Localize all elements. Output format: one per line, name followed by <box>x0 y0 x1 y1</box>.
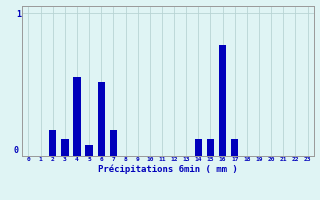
Bar <box>110 130 117 156</box>
Bar <box>85 145 93 156</box>
Bar <box>219 45 226 156</box>
X-axis label: Précipitations 6min ( mm ): Précipitations 6min ( mm ) <box>98 164 238 174</box>
Bar <box>73 77 81 156</box>
Bar <box>231 139 238 156</box>
Bar <box>207 139 214 156</box>
Bar <box>61 139 68 156</box>
Text: 0: 0 <box>14 146 19 155</box>
Bar <box>49 130 56 156</box>
Bar <box>98 82 105 156</box>
Bar <box>195 139 202 156</box>
